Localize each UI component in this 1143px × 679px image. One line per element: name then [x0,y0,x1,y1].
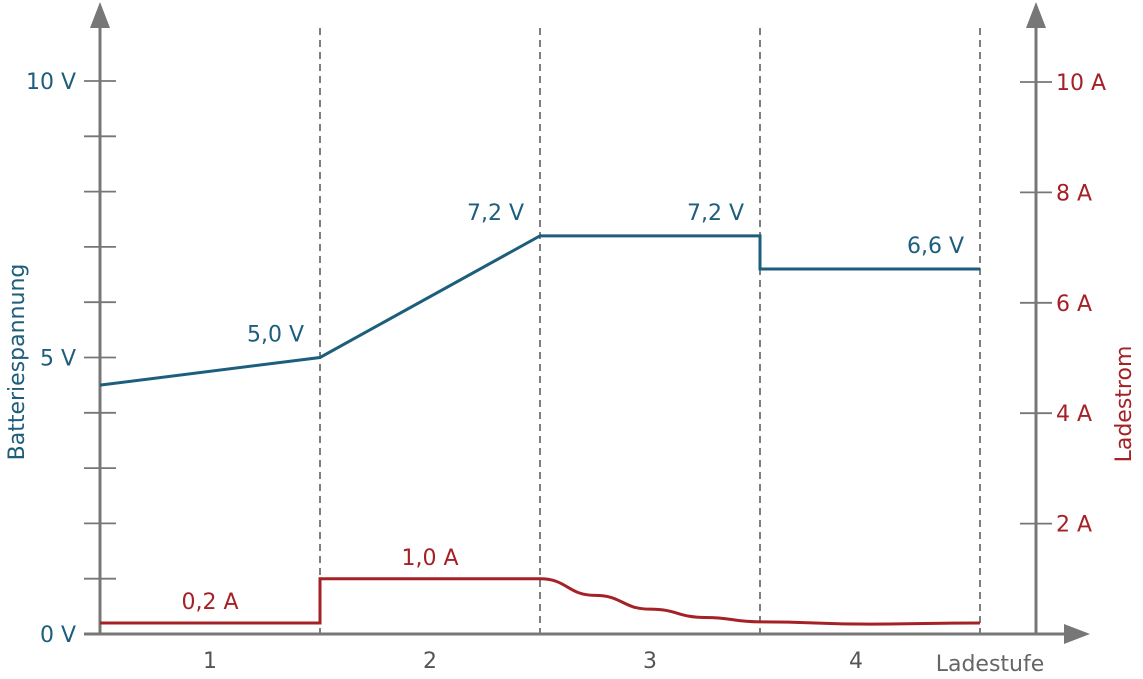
axes [84,2,1090,644]
current-series-line [100,577,981,626]
y-axis-left-label: Batteriespannung [5,264,30,461]
y-axis-right-arrow [1026,2,1046,28]
y-left-tick-label: 5 V [40,347,76,372]
x-axis-arrow [1064,624,1090,644]
data-label: 1,0 A [401,546,458,571]
x-tick-label: 4 [849,649,863,674]
data-label: 5,0 V [247,323,304,348]
y-axis-left-arrow [90,2,110,28]
x-tick-label: 2 [423,649,437,674]
y-right-tick-label: 6 A [1056,292,1092,317]
data-label: 7,2 V [687,201,744,226]
y-right-tick-label: 4 A [1056,402,1092,427]
x-tick-label: 1 [203,649,217,674]
data-label: 0,2 A [181,590,238,615]
data-label: 7,2 V [467,201,524,226]
tick-marks [84,80,1052,580]
labels: 0 V 5 V 10 V 2 A 4 A 6 A 8 A 10 A 1 2 3 4 5,0 V 7,2 V… [26,70,1106,674]
y-axis-right-label: Ladestrom [1112,346,1137,463]
series-lines [99,234,981,626]
x-axis-label: Ladestufe [936,652,1045,677]
y-right-tick-label: 10 A [1056,71,1106,96]
y-right-tick-label: 2 A [1056,513,1092,538]
data-label: 6,6 V [907,234,964,259]
y-left-tick-label: 10 V [26,70,76,95]
stage-boundary-lines [319,28,981,634]
y-right-tick-label: 8 A [1056,181,1092,206]
voltage-series-line [99,234,980,387]
x-tick-label: 3 [643,649,657,674]
y-left-tick-label: 0 V [40,623,76,648]
